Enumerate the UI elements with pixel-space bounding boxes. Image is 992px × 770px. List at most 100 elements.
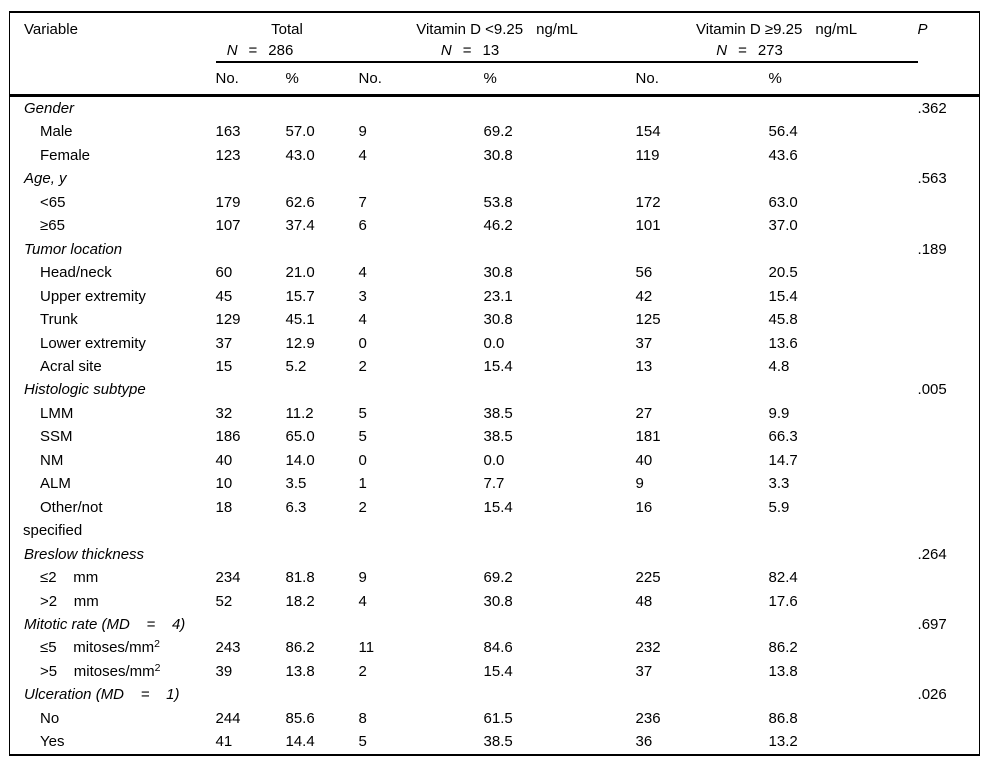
value-cell bbox=[484, 238, 636, 261]
value-cell: 43.6 bbox=[768, 146, 798, 164]
value-cell: 163 bbox=[215, 123, 241, 141]
p-value-cell bbox=[918, 355, 980, 378]
p-value-cell bbox=[918, 402, 980, 425]
row-label: Trunk bbox=[10, 308, 216, 331]
value-cell: 5 bbox=[358, 733, 367, 751]
row-label: ≥65 bbox=[10, 214, 216, 237]
header-row-groups: Variable Total N = 286 Vitamin D <9.25 ng/m… bbox=[10, 12, 980, 63]
value-cell bbox=[359, 378, 484, 401]
value-cell: 66.3 bbox=[768, 428, 798, 446]
value-cell: 38.5 bbox=[483, 428, 513, 446]
group-title-unit: ng/mL bbox=[536, 21, 578, 38]
value-cell: 6.3 bbox=[285, 498, 307, 516]
value-cell: 9.9 bbox=[768, 404, 790, 422]
value-cell: 181 bbox=[635, 428, 661, 446]
table-row: No 244 85.6 8 61.5 236 86.8 bbox=[10, 707, 980, 730]
table-row: <65 179 62.6 7 53.8 172 63.0 bbox=[10, 191, 980, 214]
value-cell bbox=[359, 167, 484, 190]
row-label-text: Acral site bbox=[40, 357, 102, 375]
value-cell: 3 bbox=[358, 287, 367, 305]
characteristics-table: Variable Total N = 286 Vitamin D <9.25 ng/m… bbox=[9, 11, 981, 756]
value-cell: 15.4 bbox=[483, 357, 513, 375]
value-cell: 0.0 bbox=[483, 334, 505, 352]
p-value-cell bbox=[918, 496, 980, 543]
row-label: Mitotic rate (MD = 4) bbox=[10, 613, 216, 636]
value-cell: 9 bbox=[358, 569, 367, 587]
value-cell bbox=[216, 683, 286, 706]
table-row: Head/neck 60 21.0 4 30.8 56 20.5 bbox=[10, 261, 980, 284]
row-label: Female bbox=[10, 144, 216, 167]
value-cell: 63.0 bbox=[768, 193, 798, 211]
value-cell: 3.5 bbox=[285, 475, 307, 493]
value-cell bbox=[484, 378, 636, 401]
value-cell bbox=[359, 543, 484, 566]
table-row: ALM 10 3.5 1 7.7 9 3.3 bbox=[10, 472, 980, 495]
table-row: Ulceration (MD = 1) .026 bbox=[10, 683, 980, 706]
value-cell: 30.8 bbox=[483, 264, 513, 282]
value-cell: 4 bbox=[358, 311, 367, 329]
p-value-cell bbox=[918, 191, 980, 214]
value-cell: 232 bbox=[635, 639, 661, 657]
value-cell: 16 bbox=[635, 498, 653, 516]
group-title-text: Total bbox=[271, 21, 303, 38]
row-label-text: <65 bbox=[40, 193, 66, 211]
subheader-spacer bbox=[918, 62, 980, 96]
row-label-superscript: 2 bbox=[154, 661, 161, 674]
table-row: Female 123 43.0 4 30.8 119 43.6 bbox=[10, 144, 980, 167]
group-title-unit: ng/mL bbox=[815, 21, 858, 38]
subheader-spacer bbox=[10, 62, 216, 96]
table-row: Other/not specified 18 6.3 2 15.4 16 5.9 bbox=[10, 496, 980, 543]
value-cell bbox=[769, 238, 918, 261]
table-row: Breslow thickness .264 bbox=[10, 543, 980, 566]
column-header-variable: Variable bbox=[24, 21, 78, 38]
value-cell bbox=[216, 543, 286, 566]
row-label-text: Male bbox=[40, 123, 73, 141]
value-cell bbox=[359, 613, 484, 636]
table-row: Male 163 57.0 9 69.2 154 56.4 bbox=[10, 120, 980, 143]
value-cell: 4.8 bbox=[768, 357, 790, 375]
row-label: Breslow thickness bbox=[10, 543, 216, 566]
value-cell: 2 bbox=[358, 498, 367, 516]
value-cell: 101 bbox=[635, 217, 661, 235]
value-cell: 186 bbox=[215, 428, 241, 446]
value-cell bbox=[484, 613, 636, 636]
p-value-cell bbox=[918, 425, 980, 448]
value-cell: 5 bbox=[358, 404, 367, 422]
table-row: Histologic subtype .005 bbox=[10, 378, 980, 401]
p-value-cell: .697 bbox=[917, 615, 947, 633]
row-label-text: Breslow thickness bbox=[24, 545, 145, 563]
value-cell: 38.5 bbox=[483, 733, 513, 751]
row-label-text: Head/neck bbox=[40, 264, 112, 282]
p-value-cell bbox=[918, 144, 980, 167]
group-title-text: Vitamin D ≥9.25 bbox=[696, 21, 803, 38]
value-cell: 86.2 bbox=[285, 639, 315, 657]
value-cell bbox=[286, 613, 359, 636]
value-cell: 119 bbox=[635, 146, 660, 164]
table-row: Yes 41 14.4 5 38.5 36 13.2 bbox=[10, 730, 980, 754]
row-label-wrap-text: specified bbox=[23, 522, 83, 540]
group-title-text: Vitamin D <9.25 bbox=[416, 21, 524, 38]
row-label-text: ≥65 bbox=[40, 217, 65, 235]
value-cell: 56 bbox=[635, 264, 653, 282]
row-label-text: Yes bbox=[40, 733, 65, 751]
value-cell bbox=[286, 96, 359, 121]
value-cell bbox=[769, 613, 918, 636]
row-label-text: >2 mm bbox=[40, 592, 99, 610]
value-cell: 13.6 bbox=[768, 334, 798, 352]
value-cell: 14.0 bbox=[285, 451, 315, 469]
value-cell: 37 bbox=[215, 334, 233, 352]
value-cell: 21.0 bbox=[285, 264, 315, 282]
column-group-vitd-low-n: N = 13 bbox=[332, 40, 609, 61]
header-row-subcolumns: No. % No. % No. % bbox=[9, 62, 980, 96]
row-label: LMM bbox=[10, 402, 216, 425]
value-cell: 18 bbox=[215, 498, 233, 516]
value-cell: 9 bbox=[635, 475, 644, 493]
n-count: 286 bbox=[268, 42, 294, 59]
p-value-cell bbox=[918, 332, 980, 355]
value-cell: 30.8 bbox=[483, 592, 513, 610]
row-label: Gender bbox=[10, 96, 216, 121]
p-value-cell: .026 bbox=[917, 686, 947, 704]
equals-sign: = bbox=[248, 42, 258, 59]
value-cell: 62.6 bbox=[285, 193, 315, 211]
value-cell: 39 bbox=[215, 662, 233, 680]
